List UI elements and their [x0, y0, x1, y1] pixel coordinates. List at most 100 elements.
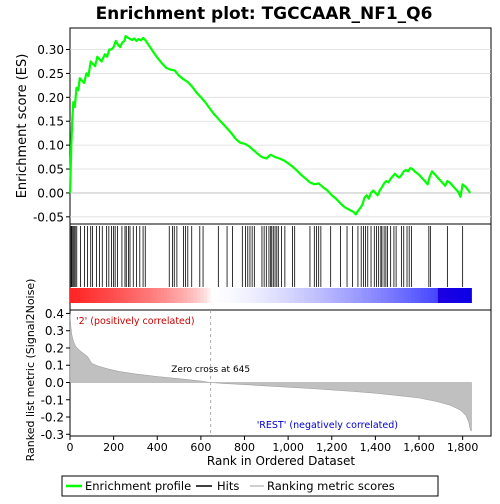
x-tick-label: 0: [67, 441, 74, 454]
ranking-metric-fill: [69, 313, 472, 432]
heat-bar-segment: [90, 288, 94, 303]
legend-metric-label: Ranking metric scores: [267, 479, 395, 493]
x-axis-label: Rank in Ordered Dataset: [207, 454, 355, 468]
heat-bar-segment: [414, 288, 419, 303]
heat-bar-segment: [93, 288, 98, 303]
heat-bar-segment: [83, 288, 88, 303]
metric-y-tick-label: 0.1: [45, 359, 64, 373]
heat-bar-segment: [347, 288, 352, 303]
metric-y-tick-label: 0.2: [45, 341, 64, 355]
heat-bar-segment: [424, 288, 429, 303]
heat-bar-segment: [384, 288, 389, 303]
heat-bar-segment: [387, 288, 392, 303]
heat-bar-segment: [351, 288, 355, 303]
x-axis-ticks: 0 200 400 600 800 1,000 1,200 1,400 1,600 1,800: [67, 436, 479, 454]
heat-bar-segment: [374, 288, 379, 303]
heat-bar-segment: [210, 288, 215, 303]
heat-bar-segment: [243, 288, 248, 303]
heat-bar-segment: [404, 288, 409, 303]
heat-bar-segment: [230, 288, 235, 303]
heat-bar-segment: [307, 288, 312, 303]
heat-bar-segment: [257, 288, 262, 303]
es-y-axis-label: Enrichment score (ES): [15, 54, 30, 199]
heat-bar-segment: [320, 288, 325, 303]
heat-bar-segment: [120, 288, 125, 303]
heat-bar-segment: [103, 288, 108, 303]
heat-bar-segment: [260, 288, 265, 303]
heat-bar-segment: [76, 288, 81, 303]
ranking-metric-area: [69, 313, 472, 432]
metric-y-tick-label: 0.0: [45, 376, 64, 390]
heat-bar-segment: [163, 288, 168, 303]
heat-bar-segment: [187, 288, 191, 303]
metric-y-tick-label: -0.2: [41, 411, 64, 425]
heat-bar-segment: [264, 288, 268, 303]
heat-bar-segment: [344, 288, 349, 303]
metric-y-tick-label: 0.3: [45, 324, 64, 338]
chart-title: Enrichment plot: TGCCAAR_NF1_Q6: [96, 4, 433, 24]
heat-bar-segment: [113, 288, 118, 303]
heat-bar-segment: [310, 288, 315, 303]
heat-bar-segment: [193, 288, 198, 303]
heat-bar-segment: [461, 288, 466, 303]
metric-panel-frame: [69, 309, 492, 437]
heat-bar-segment: [123, 288, 128, 303]
es-y-tick-label: 0.05: [37, 163, 64, 177]
enrichment-profile-group: [68, 34, 472, 216]
x-tick-label: 1,800: [447, 441, 479, 454]
heat-bar-segment: [213, 288, 218, 303]
heat-bar-segment: [431, 288, 436, 303]
heat-bar-segment: [197, 288, 201, 303]
metric-y-tick-label: -0.1: [41, 393, 64, 407]
es-gridlines: [70, 49, 491, 218]
heat-bar-segment: [136, 288, 141, 303]
heat-bar-segment: [458, 288, 462, 303]
heat-bar-segment: [451, 288, 456, 303]
heat-bar-segment: [106, 288, 111, 303]
x-tick-label: 1,000: [272, 441, 304, 454]
es-y-tick-label: -0.05: [33, 210, 64, 224]
ranked-list-heat-bar: [70, 288, 472, 303]
heat-bar-segment: [200, 288, 205, 303]
heat-bar-segment: [207, 288, 211, 303]
x-tick-label: 800: [234, 441, 255, 454]
heat-bar-segment: [284, 288, 288, 303]
heat-bar-segment: [270, 288, 275, 303]
legend-enrichment-label: Enrichment profile: [85, 479, 191, 493]
x-tick-label: 600: [190, 441, 211, 454]
heat-bar-segment: [203, 288, 208, 303]
heat-bar-segment: [177, 288, 181, 303]
heat-bar-segment: [371, 288, 375, 303]
heat-bar-segment: [220, 288, 225, 303]
heat-bar-segment: [146, 288, 151, 303]
heat-bar-segment: [407, 288, 412, 303]
metric-y-tick-label: 0.4: [45, 307, 64, 321]
heat-bar-segment: [183, 288, 188, 303]
heat-bar-segment: [437, 288, 442, 303]
heat-bar-segment: [227, 288, 232, 303]
heat-bar-segment: [254, 288, 258, 303]
heat-bar-segment: [157, 288, 161, 303]
heat-bar-segment: [441, 288, 446, 303]
heat-bar-segment: [96, 288, 101, 303]
heat-bar-segment: [427, 288, 432, 303]
heat-bar-segment: [130, 288, 135, 303]
es-y-tick-label: 0.00: [37, 186, 64, 200]
heat-bar-segment: [401, 288, 405, 303]
heat-bar-segment: [377, 288, 382, 303]
metric-y-axis-label: Ranked list metric (Signal2Noise): [24, 279, 37, 462]
x-tick-label: 400: [147, 441, 168, 454]
heat-bar-segment: [80, 288, 84, 303]
heat-bar-segment: [250, 288, 255, 303]
heat-bar-segment: [267, 288, 272, 303]
hit-marks-group: [70, 226, 464, 287]
heat-bar-segment: [73, 288, 78, 303]
heat-bar-segment: [160, 288, 165, 303]
heat-bar-segment: [277, 288, 282, 303]
heat-bar-segment: [233, 288, 238, 303]
heat-bar-segment: [180, 288, 185, 303]
heat-bar-segment: [247, 288, 252, 303]
heat-bar-segment: [334, 288, 339, 303]
heat-bar-segment: [274, 288, 278, 303]
